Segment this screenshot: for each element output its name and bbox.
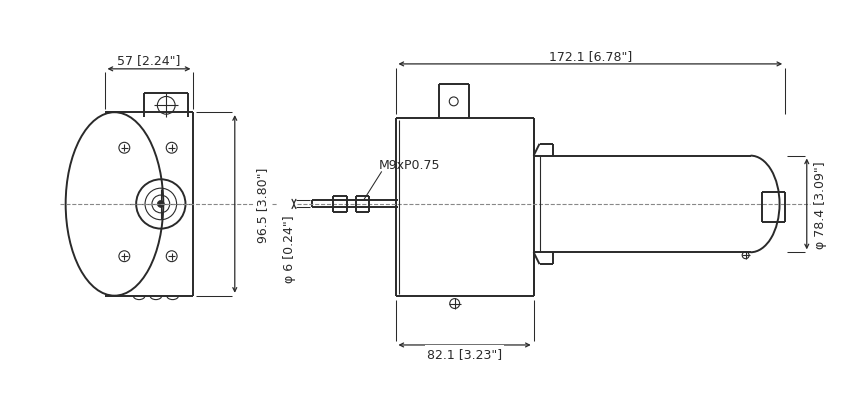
Text: M9xP0.75: M9xP0.75 bbox=[379, 159, 440, 172]
Circle shape bbox=[158, 201, 164, 208]
Text: 82.1 [3.23"]: 82.1 [3.23"] bbox=[427, 348, 502, 360]
Text: 57 [2.24"]: 57 [2.24"] bbox=[117, 54, 180, 67]
Text: 172.1 [6.78"]: 172.1 [6.78"] bbox=[549, 49, 632, 63]
Text: φ 6 [0.24"]: φ 6 [0.24"] bbox=[283, 215, 296, 282]
Text: φ 78.4 [3.09"]: φ 78.4 [3.09"] bbox=[814, 161, 827, 248]
Text: 96.5 [3.80"]: 96.5 [3.80"] bbox=[256, 167, 269, 242]
